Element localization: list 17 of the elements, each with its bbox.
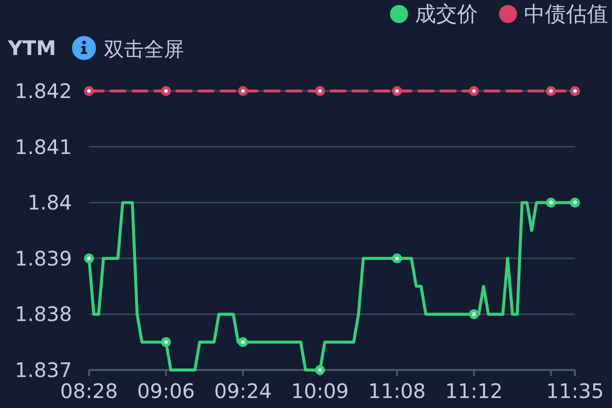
y-tick-label: 1.84	[27, 190, 72, 215]
x-tick-label: 09:06	[137, 379, 195, 403]
x-tick-label: 11:35	[546, 379, 604, 403]
text: 双击全屏	[104, 37, 184, 61]
x-tick-label: 11:08	[368, 379, 426, 403]
y-tick-label: 1.837	[14, 358, 72, 382]
legend-label: 中债估值	[524, 2, 608, 26]
x-tick-label: 09:24	[214, 379, 272, 403]
x-tick-label: 08:28	[60, 379, 118, 403]
y-tick-label: 1.838	[14, 302, 72, 326]
y-tick-label: 1.841	[14, 134, 72, 159]
x-tick-label: 11:12	[445, 379, 503, 403]
x-tick-label: 10:09	[291, 379, 349, 403]
legend-label: 成交价	[415, 2, 478, 26]
y-tick-label: 1.842	[14, 79, 72, 103]
y-axis-title: YTM	[7, 36, 56, 60]
y-tick-label: 1.839	[14, 246, 72, 270]
